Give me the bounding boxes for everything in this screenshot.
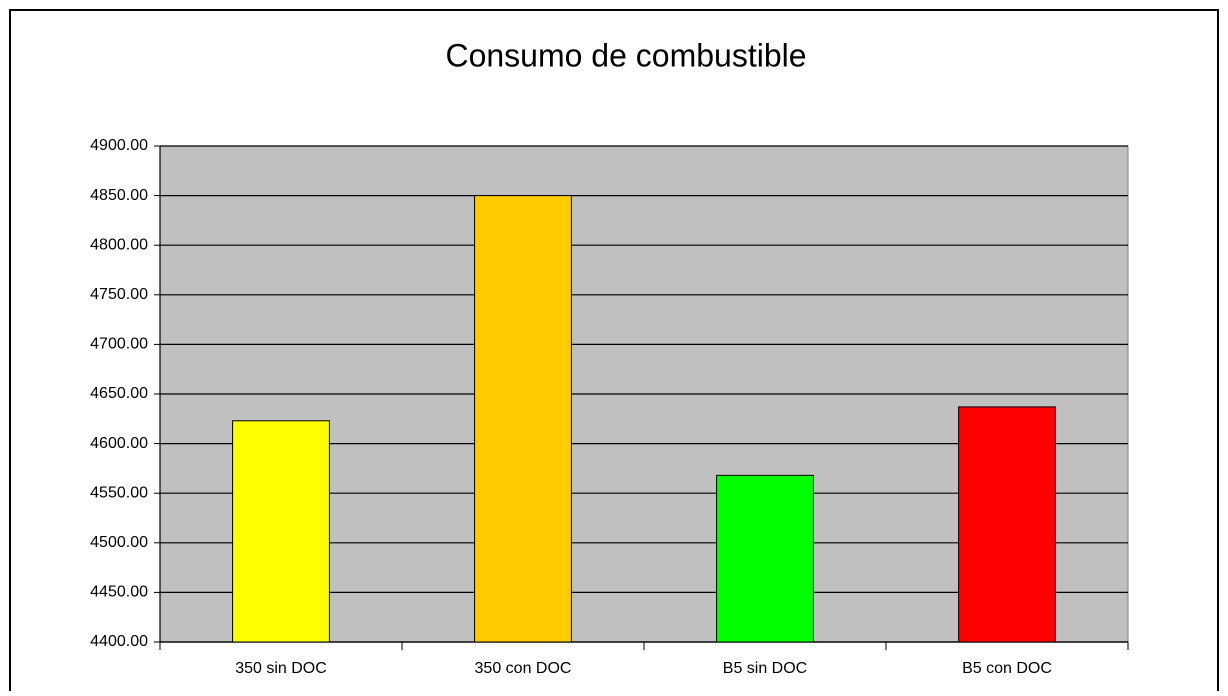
bar bbox=[474, 195, 572, 643]
y-tick-label: 4750.00 bbox=[90, 286, 148, 303]
y-tick-label: 4550.00 bbox=[90, 484, 148, 501]
x-tick-label: 350 sin DOC bbox=[235, 660, 327, 677]
y-tick-label: 4900.00 bbox=[90, 137, 148, 154]
y-tick-label: 4450.00 bbox=[90, 584, 148, 601]
bar bbox=[232, 420, 330, 643]
y-tick-label: 4700.00 bbox=[90, 336, 148, 353]
chart-title: Consumo de combustible bbox=[445, 37, 806, 73]
y-tick-label: 4400.00 bbox=[90, 633, 148, 650]
x-tick-label: B5 con DOC bbox=[962, 660, 1052, 677]
y-tick-label: 4850.00 bbox=[90, 187, 148, 204]
x-tick-label: 350 con DOC bbox=[475, 660, 572, 677]
bar bbox=[716, 474, 814, 643]
y-tick-label: 4800.00 bbox=[90, 236, 148, 253]
y-tick-label: 4600.00 bbox=[90, 435, 148, 452]
y-tick-label: 4650.00 bbox=[90, 385, 148, 402]
bar bbox=[958, 406, 1056, 643]
y-tick-label: 4500.00 bbox=[90, 534, 148, 551]
x-tick-label: B5 sin DOC bbox=[723, 660, 807, 677]
